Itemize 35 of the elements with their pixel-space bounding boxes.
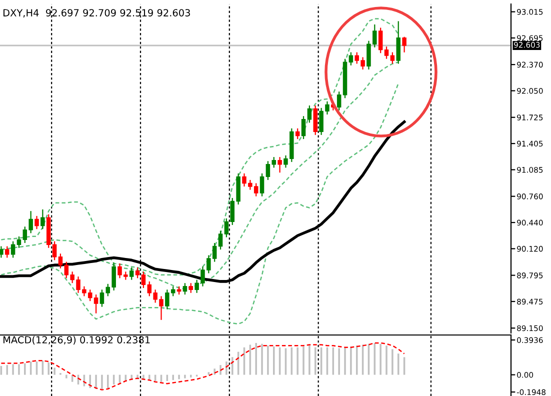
candlestick	[278, 156, 282, 174]
candlestick	[224, 218, 229, 238]
candlestick	[218, 230, 223, 250]
chart-title: MACD(12,26,9) 0.1992 0.2381	[4, 336, 150, 345]
candlestick	[34, 215, 39, 230]
candlestick	[16, 236, 22, 248]
candlestick	[182, 282, 188, 296]
candlestick	[4, 246, 10, 258]
candlestick	[260, 172, 264, 197]
candlestick	[100, 289, 104, 308]
candlestick	[301, 116, 306, 140]
candlestick	[295, 128, 300, 140]
candlestick	[141, 271, 146, 289]
candlestick	[52, 240, 57, 261]
candlestick	[94, 294, 98, 314]
candlestick	[336, 91, 342, 111]
chart-title: DXY,H4 92.697 92.709 92.519 92.603	[4, 9, 190, 18]
candlestick	[129, 266, 134, 280]
candlestick	[0, 246, 4, 258]
candlestick	[313, 104, 318, 136]
candlestick	[378, 27, 383, 54]
candlestick	[10, 240, 16, 258]
candlestick	[384, 46, 389, 60]
candlestick	[396, 20, 400, 64]
candlestick	[390, 52, 395, 64]
candlestick	[188, 282, 194, 294]
candlestick	[402, 36, 406, 53]
candlestick	[135, 266, 140, 279]
candlestick	[272, 156, 276, 168]
line-series	[0, 82, 399, 325]
candlestick	[58, 253, 63, 269]
candlestick	[307, 104, 312, 124]
candlestick	[266, 160, 270, 181]
candlestick	[348, 52, 354, 66]
candlestick	[40, 208, 45, 230]
